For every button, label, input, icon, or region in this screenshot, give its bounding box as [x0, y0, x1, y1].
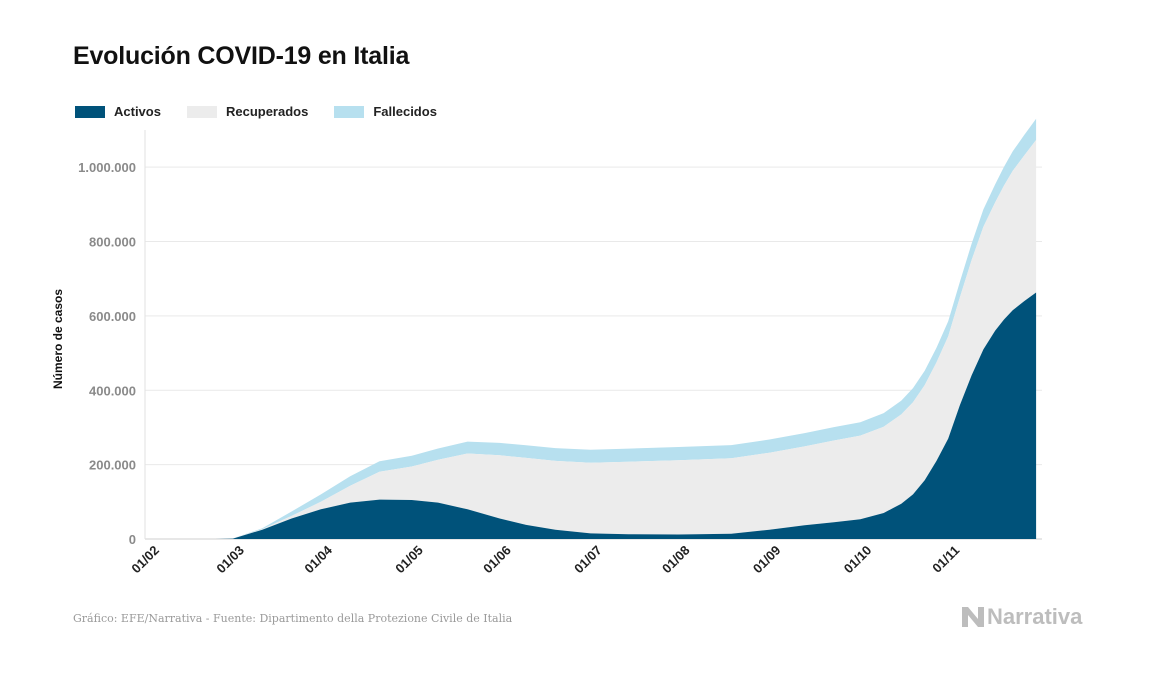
x-tick-label: 01/07: [571, 543, 605, 577]
legend-item-fallecidos: Fallecidos: [334, 104, 437, 119]
x-tick-label: 01/11: [929, 543, 962, 576]
x-tick-label: 01/10: [841, 543, 875, 577]
y-axis-ticks: 0 200.000 400.000 600.000 800.000 1.000.000: [78, 160, 136, 547]
legend-item-recuperados: Recuperados: [186, 104, 309, 119]
area-activos: [215, 292, 1037, 539]
y-tick-label: 400.000: [89, 383, 136, 398]
x-tick-label: 01/04: [301, 542, 335, 576]
y-axis-label: Número de casos: [51, 289, 65, 389]
x-tick-label: 01/08: [659, 543, 693, 577]
y-tick-label: 600.000: [89, 309, 136, 324]
legend-item-activos: Activos: [75, 104, 161, 119]
x-tick-label: 01/05: [392, 543, 426, 577]
legend-label-recuperados: Recuperados: [225, 104, 309, 119]
x-tick-label: 01/03: [213, 543, 247, 577]
legend-label-activos: Activos: [114, 104, 161, 119]
legend-swatch-activos: [75, 105, 105, 118]
legend-swatch-recuperados: [186, 105, 217, 118]
chart-title: Evolución COVID-19 en Italia: [73, 42, 410, 70]
narrativa-logo: Narrativa: [962, 604, 1082, 630]
source-note: Gráfico: EFE/Narrativa - Fuente: Diparti…: [73, 612, 513, 625]
x-tick-label: 01/09: [750, 543, 784, 577]
area-fallecidos: [215, 118, 1037, 540]
legend-swatch-fallecidos: [334, 105, 365, 118]
narrativa-logo-icon: [962, 607, 984, 627]
y-tick-label: 800.000: [89, 235, 136, 250]
legend: Activos Recuperados Fallecidos: [75, 104, 463, 119]
y-tick-label: 200.000: [89, 458, 136, 473]
x-tick-label: 01/06: [480, 543, 514, 577]
legend-label-fallecidos: Fallecidos: [373, 104, 437, 119]
x-axis-ticks: 01/02 01/03 01/04 01/05 01/06 01/07 01/08 01/09…: [128, 542, 962, 576]
y-tick-label: 0: [129, 532, 136, 547]
area-recuperados: [215, 140, 1037, 539]
y-tick-label: 1.000.000: [78, 160, 136, 175]
logo-text: Narrativa: [987, 604, 1083, 629]
x-tick-label: 01/02: [128, 543, 162, 577]
stacked-areas: [215, 118, 1037, 540]
